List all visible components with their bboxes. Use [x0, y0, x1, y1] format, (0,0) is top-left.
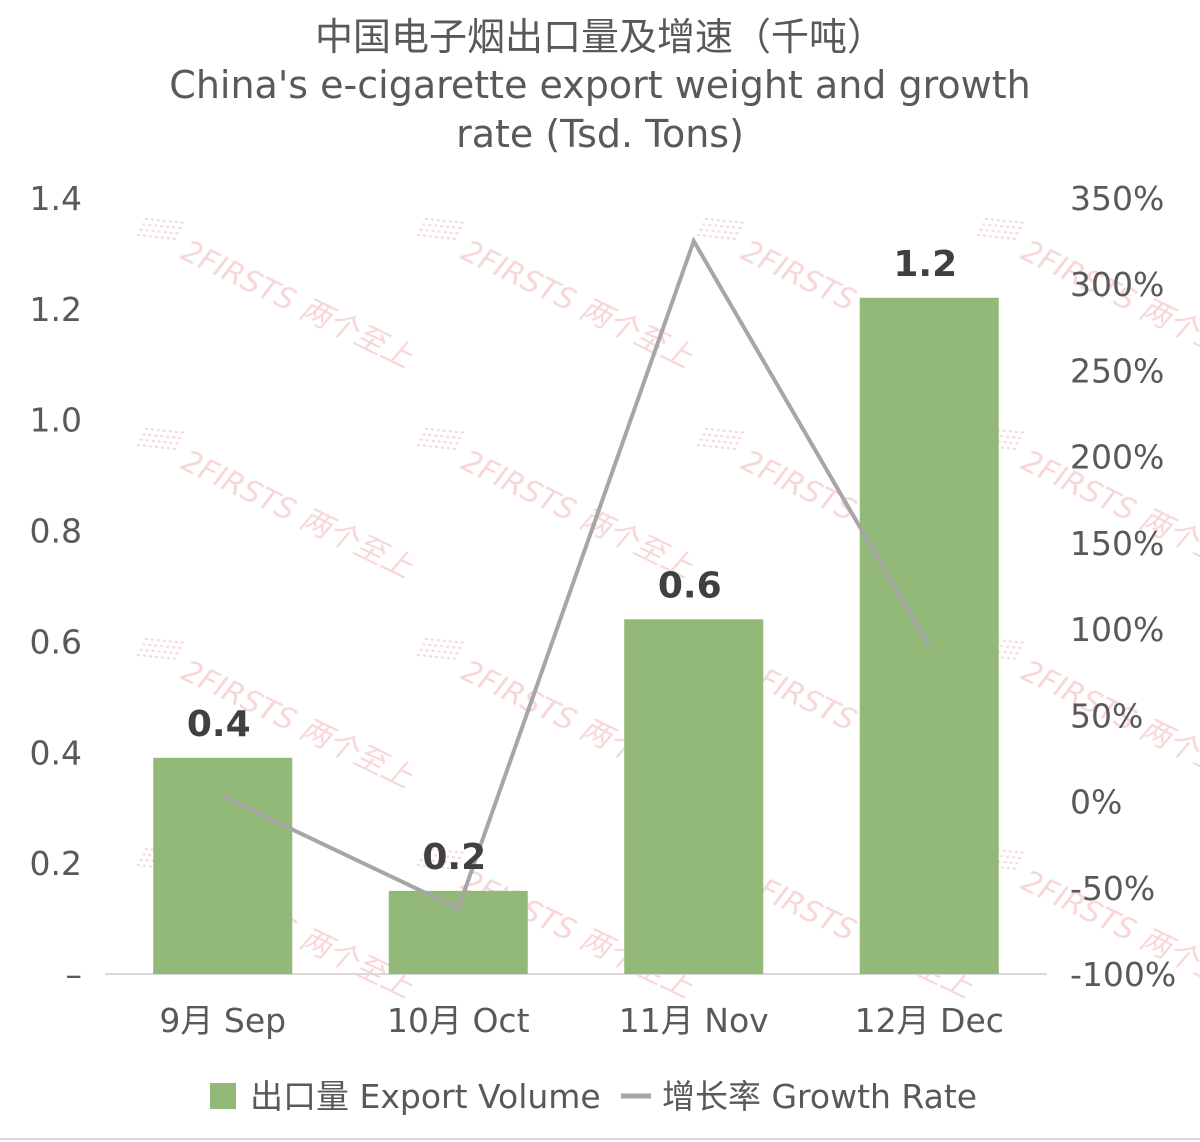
y-right-tick-label: 100% — [1070, 610, 1164, 649]
watermark-stroke — [696, 233, 738, 241]
bar-export-volume — [624, 619, 764, 974]
watermark-stroke — [144, 217, 186, 224]
legend-label-export-volume: 出口量 Export Volume — [250, 1077, 601, 1116]
bar-data-label: 1.2 — [893, 244, 957, 285]
y-left-tick-label: 1.2 — [30, 290, 82, 329]
watermark-stroke — [422, 853, 463, 860]
watermark-mark: 2FIRSTS 两个至上 — [136, 427, 419, 586]
watermark-text: 2FIRSTS 两个至上 — [456, 234, 699, 376]
watermark-stroke — [142, 643, 183, 650]
watermark-stroke — [144, 427, 186, 434]
watermark-stroke — [424, 637, 466, 644]
x-tick-label: 10月 Oct — [387, 1001, 530, 1040]
watermark-stroke — [984, 217, 1026, 224]
bar-export-volume — [859, 297, 999, 974]
y-right-tick-label: 200% — [1070, 438, 1164, 477]
watermark-stroke — [424, 217, 466, 224]
x-tick-label: 9月 Sep — [159, 1001, 286, 1040]
chart-subtitle-line-1: China's e-cigarette export weight and gr… — [169, 63, 1031, 107]
watermark-stroke — [416, 653, 458, 661]
watermark-stroke — [142, 223, 183, 230]
watermark-stroke — [136, 443, 178, 451]
chart-subtitle-line-2: rate (Tsd. Tons) — [456, 112, 744, 156]
watermark-stroke — [136, 653, 178, 661]
watermark-stroke — [144, 637, 186, 644]
watermark-stroke — [139, 648, 181, 655]
watermark-stroke — [416, 233, 458, 241]
watermark-stroke — [704, 427, 746, 434]
watermark-mark: 2FIRSTS 两个至上 — [416, 217, 699, 376]
y-left-tick-label: 1.4 — [30, 179, 82, 218]
y-right-tick-label: -100% — [1070, 955, 1176, 994]
y-left-tick-label: – — [66, 955, 83, 994]
y-right-tick-label: 50% — [1070, 696, 1143, 735]
legend-swatch-export-volume — [210, 1083, 236, 1109]
y-left-tick-label: 1.0 — [30, 401, 82, 440]
bar-data-label: 0.6 — [658, 565, 722, 606]
y-left-tick-label: 0.6 — [30, 622, 82, 661]
watermark-text: 2FIRSTS 两个至上 — [176, 234, 419, 376]
watermark-stroke — [419, 858, 461, 865]
watermark-stroke — [422, 223, 463, 230]
watermark-stroke — [704, 217, 746, 224]
watermark-stroke — [424, 847, 466, 854]
bar-data-label: 0.4 — [187, 704, 251, 745]
watermark-stroke — [419, 438, 461, 445]
watermark-stroke — [422, 643, 463, 650]
watermark-stroke — [982, 223, 1023, 230]
y-right-tick-label: -50% — [1070, 869, 1155, 908]
y-right-tick-label: 150% — [1070, 524, 1164, 563]
watermark-stroke — [142, 433, 183, 440]
y-left-tick-label: 0.2 — [30, 844, 82, 883]
watermark-stroke — [979, 228, 1021, 235]
watermark-stroke — [976, 233, 1018, 241]
chart-title: 中国电子烟出口量及增速（千吨） — [314, 15, 885, 59]
watermark-stroke — [699, 438, 741, 445]
y-left-tick-label: 0.4 — [30, 733, 82, 772]
x-tick-label: 11月 Nov — [619, 1001, 769, 1040]
watermark-stroke — [139, 228, 181, 235]
watermark-stroke — [416, 863, 458, 871]
y-right-tick-label: 250% — [1070, 351, 1164, 390]
watermark-stroke — [419, 228, 461, 235]
watermark-stroke — [139, 438, 181, 445]
bar-data-label: 0.2 — [422, 837, 486, 878]
watermark-stroke — [699, 228, 741, 235]
watermark-text: 2FIRSTS 两个至上 — [176, 444, 419, 586]
watermark-stroke — [136, 233, 178, 241]
y-right-tick-label: 0% — [1070, 783, 1122, 822]
y-right-tick-label: 350% — [1070, 179, 1164, 218]
y-left-tick-label: 0.8 — [30, 512, 82, 551]
watermark-stroke — [696, 443, 738, 451]
y-right-tick-label: 300% — [1070, 265, 1164, 304]
watermark-stroke — [702, 223, 743, 230]
legend-label-growth-rate: 增长率 Growth Rate — [662, 1077, 977, 1116]
watermark-stroke — [419, 648, 461, 655]
bar-export-volume — [153, 757, 293, 974]
x-tick-label: 12月 Dec — [855, 1001, 1004, 1040]
watermark-stroke — [422, 433, 463, 440]
line-growth-rate — [221, 236, 931, 912]
watermark-mark: 2FIRSTS 两个至上 — [416, 427, 698, 586]
watermark-stroke — [424, 427, 466, 434]
watermark-stroke — [702, 433, 743, 440]
watermark-stroke — [416, 443, 458, 451]
watermark-mark: 2FIRSTS 两个至上 — [136, 217, 419, 376]
